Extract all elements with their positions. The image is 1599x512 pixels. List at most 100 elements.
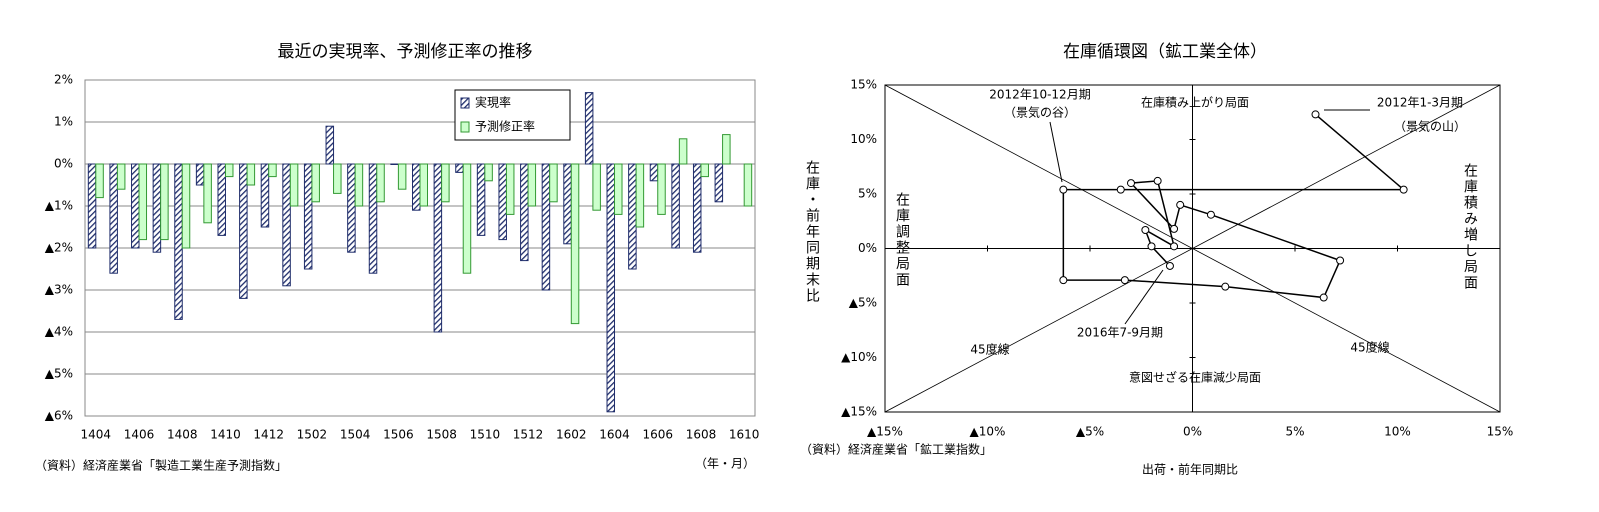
x-tick-label: 1502	[297, 428, 328, 442]
x-tick-label: 10%	[1384, 425, 1411, 439]
annotation: 45度線	[970, 342, 1009, 357]
bar	[174, 163, 183, 320]
bar	[217, 163, 226, 236]
annotation: （景気の山）	[1394, 119, 1466, 134]
point	[1153, 176, 1162, 185]
bar	[722, 134, 731, 165]
bar	[224, 163, 234, 178]
x-tick-label: 1512	[513, 428, 544, 442]
bar	[678, 138, 688, 165]
point	[1141, 225, 1150, 234]
x-tick-label: 1504	[340, 428, 371, 442]
point	[1319, 293, 1328, 302]
point	[1170, 242, 1179, 251]
bar	[549, 163, 558, 203]
source-note: （資料）経済産業省「鉱工業指数」	[800, 442, 992, 457]
source-note: （資料）経済産業省「製造工業生産予測指数」	[35, 458, 287, 473]
bar	[649, 163, 659, 182]
bar	[441, 163, 450, 203]
bar	[714, 163, 724, 203]
bar	[700, 163, 709, 178]
bar	[347, 163, 356, 253]
bar	[606, 163, 616, 413]
bar	[484, 163, 493, 182]
annotation: 在庫積み増し局面	[1462, 163, 1478, 291]
point	[1221, 282, 1230, 291]
y-tick-label: ▲10%	[841, 350, 877, 364]
legend-label: 予測修正率	[475, 119, 535, 134]
bar	[584, 92, 594, 165]
legend-label: 実現率	[475, 95, 511, 110]
x-tick-label: 1406	[124, 428, 155, 442]
bar	[131, 163, 140, 249]
point	[1059, 276, 1068, 285]
y-tick-label: 15%	[850, 78, 877, 92]
y-tick-label: ▲1%	[45, 199, 73, 213]
bar	[505, 163, 515, 215]
point	[1116, 185, 1125, 194]
x-tick-label: 1510	[470, 428, 501, 442]
y-tick-label: 10%	[850, 132, 877, 146]
y-tick-label: ▲6%	[45, 409, 73, 423]
bar	[433, 163, 443, 333]
x-tick-label: 1508	[426, 428, 457, 442]
bar	[260, 163, 270, 228]
bar	[671, 163, 680, 249]
bar	[246, 163, 256, 186]
y-tick-label: 0%	[858, 241, 877, 255]
annotation: 45度線	[1350, 340, 1389, 355]
legend-swatch	[460, 121, 470, 133]
bar	[397, 163, 407, 190]
x-tick-label: 1602	[556, 428, 587, 442]
x-tick-label: ▲5%	[1076, 425, 1104, 439]
y-tick-label: ▲5%	[45, 367, 73, 381]
annotation: 在庫調整局面	[894, 192, 910, 288]
bar	[354, 163, 364, 207]
point	[1165, 261, 1174, 270]
bar	[116, 163, 126, 190]
bar	[455, 163, 464, 173]
y-tick-label: ▲4%	[45, 325, 73, 339]
bar	[95, 163, 104, 199]
y-tick-label: ▲3%	[45, 283, 73, 297]
bar	[419, 163, 428, 207]
bar	[635, 163, 645, 228]
y-tick-label: ▲5%	[849, 296, 877, 310]
point	[1127, 179, 1135, 188]
bar	[289, 163, 299, 207]
bar	[476, 163, 486, 236]
x-tick-label: 1610	[729, 428, 760, 442]
point	[1311, 110, 1320, 119]
bar	[160, 163, 169, 241]
bar	[412, 163, 421, 211]
point	[1399, 185, 1408, 194]
bar	[325, 125, 335, 165]
annotation: 2012年10-12月期	[989, 88, 1090, 102]
x-tick-label: 1404	[81, 428, 112, 442]
point	[1059, 185, 1068, 194]
bar	[368, 163, 378, 274]
annotation: 2012年1-3月期	[1377, 96, 1463, 110]
pointer	[1049, 121, 1063, 183]
bar	[541, 163, 551, 291]
y-tick-label: 5%	[858, 187, 877, 201]
x-unit: （年・月）	[695, 457, 755, 471]
bar	[268, 163, 277, 178]
x-tick-label: 15%	[1487, 425, 1514, 439]
bar	[203, 163, 212, 224]
y-axis-label: 在庫・前年同期末比	[804, 160, 820, 304]
bar	[152, 163, 162, 253]
legend-swatch	[460, 97, 470, 109]
bar	[563, 163, 572, 245]
x-tick-label: ▲10%	[970, 425, 1006, 439]
x-tick-label: 1408	[167, 428, 198, 442]
legend-box	[454, 89, 571, 141]
bar	[239, 163, 248, 299]
bar	[570, 163, 580, 325]
bar	[195, 163, 205, 186]
bar	[87, 163, 97, 249]
bar	[303, 163, 313, 270]
y-tick-label: ▲15%	[841, 405, 877, 419]
chart-title: 在庫循環図（鉱工業全体）	[1063, 42, 1267, 62]
